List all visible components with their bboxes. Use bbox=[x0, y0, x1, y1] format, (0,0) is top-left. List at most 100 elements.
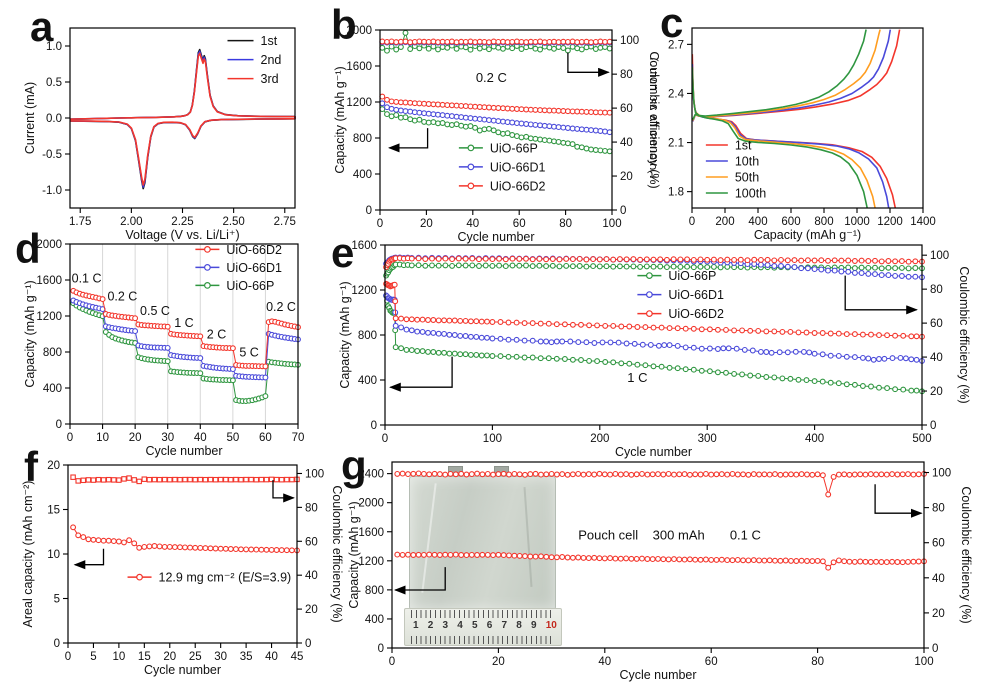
panel-b-series-uio-66d2-ce bbox=[379, 38, 613, 46]
svg-text:Cycle number: Cycle number bbox=[145, 444, 222, 458]
panel-b: 0 20 40 60 80 100 0 400 800 1200 1600 2000 0 20 40 60 80… bbox=[330, 0, 670, 250]
svg-text:40: 40 bbox=[265, 651, 278, 663]
svg-text:80: 80 bbox=[811, 656, 824, 668]
svg-text:0: 0 bbox=[389, 656, 395, 668]
panel-e-series-uio-66p-ce bbox=[383, 261, 925, 279]
svg-text:100: 100 bbox=[914, 656, 933, 668]
svg-text:0: 0 bbox=[305, 638, 311, 650]
svg-text:0.1 C: 0.1 C bbox=[730, 528, 761, 543]
panel-d-series-uio-66d1 bbox=[70, 297, 301, 381]
svg-text:45: 45 bbox=[291, 651, 304, 663]
svg-text:0.2 C: 0.2 C bbox=[266, 300, 296, 314]
svg-text:40: 40 bbox=[930, 352, 943, 364]
svg-text:1200: 1200 bbox=[36, 311, 62, 323]
svg-text:20: 20 bbox=[420, 218, 433, 230]
svg-text:20: 20 bbox=[932, 608, 945, 620]
svg-text:10th: 10th bbox=[735, 155, 759, 169]
panel-g: 0 20 40 60 80 100 0 400 800 1200 1600 2000 2400 0 20 40… bbox=[340, 450, 987, 699]
svg-text:Pouch cell: Pouch cell bbox=[578, 528, 638, 543]
svg-text:10: 10 bbox=[47, 549, 60, 561]
svg-text:0.0: 0.0 bbox=[46, 113, 62, 125]
svg-text:0: 0 bbox=[689, 216, 695, 228]
svg-text:50: 50 bbox=[226, 432, 239, 444]
pouch-body bbox=[409, 476, 556, 610]
svg-text:1200: 1200 bbox=[351, 285, 377, 297]
svg-text:200: 200 bbox=[715, 216, 734, 228]
svg-text:0.5 C: 0.5 C bbox=[140, 304, 170, 318]
svg-text:-0.5: -0.5 bbox=[42, 149, 62, 161]
svg-text:UiO-66D2: UiO-66D2 bbox=[490, 179, 546, 193]
ruler-number: 1 bbox=[413, 620, 419, 631]
svg-text:0.2 C: 0.2 C bbox=[476, 70, 507, 85]
svg-text:Potential (V vs. Li/Li⁺): Potential (V vs. Li/Li⁺) bbox=[650, 57, 659, 178]
panel-g-series-pouch-capacity bbox=[394, 551, 927, 571]
panel-e-series-uio-66d2-ce bbox=[383, 255, 925, 271]
panel-d-series-uio-66p bbox=[70, 300, 301, 405]
svg-text:UiO-66D1: UiO-66D1 bbox=[226, 261, 282, 275]
panel-a-chart: 1.75 2.00 2.25 2.50 2.75 -1.0 -0.5 0.0 0.5 1.0 Vol… bbox=[23, 27, 296, 242]
svg-text:5: 5 bbox=[54, 594, 60, 606]
svg-text:0: 0 bbox=[67, 432, 73, 444]
panel-b-series-uio-66d1-capacity bbox=[379, 100, 613, 136]
svg-text:0: 0 bbox=[930, 420, 936, 432]
svg-text:1.8: 1.8 bbox=[668, 187, 684, 199]
svg-text:2.7: 2.7 bbox=[668, 39, 684, 51]
svg-text:60: 60 bbox=[513, 218, 526, 230]
svg-text:Capacity (mAh g⁻¹): Capacity (mAh g⁻¹) bbox=[333, 66, 347, 173]
svg-text:30: 30 bbox=[214, 651, 227, 663]
svg-text:UiO-66P: UiO-66P bbox=[668, 269, 716, 283]
svg-text:2nd: 2nd bbox=[261, 53, 282, 67]
ruler-number: 9 bbox=[531, 620, 537, 631]
svg-text:UiO-66D1: UiO-66D1 bbox=[668, 288, 724, 302]
svg-text:Capacity (mAh g⁻¹): Capacity (mAh g⁻¹) bbox=[754, 228, 861, 242]
ruler-number: 10 bbox=[545, 620, 557, 631]
svg-text:2 C: 2 C bbox=[207, 328, 226, 342]
svg-text:1.75: 1.75 bbox=[69, 216, 91, 228]
svg-text:800: 800 bbox=[358, 330, 377, 342]
ruler-number: 6 bbox=[486, 620, 493, 631]
panel-e-series-uio-66d2-capacity bbox=[383, 280, 925, 340]
svg-text:0: 0 bbox=[56, 419, 62, 431]
svg-text:1200: 1200 bbox=[877, 216, 903, 228]
svg-text:Cycle number: Cycle number bbox=[619, 668, 696, 682]
svg-text:1st: 1st bbox=[735, 139, 752, 153]
panel-b-series-uio-66d2-capacity bbox=[379, 93, 613, 116]
ruler-numbers: 1 2 3 4 5 6 7 8 9 10 bbox=[413, 620, 557, 631]
panel-g-label: g bbox=[341, 442, 367, 489]
panel-a: 1.75 2.00 2.25 2.50 2.75 -1.0 -0.5 0.0 0.5 1.0 Vol… bbox=[10, 0, 330, 250]
svg-text:200: 200 bbox=[590, 433, 609, 445]
panel-d: 0 10 20 30 40 50 60 70 0 400 800 1200 1600 2000 Cycle … bbox=[8, 228, 330, 464]
svg-text:0: 0 bbox=[371, 420, 377, 432]
svg-text:1600: 1600 bbox=[358, 527, 384, 539]
svg-text:400: 400 bbox=[805, 433, 824, 445]
svg-text:20: 20 bbox=[492, 656, 505, 668]
svg-text:1200: 1200 bbox=[346, 97, 372, 109]
svg-text:30: 30 bbox=[161, 432, 174, 444]
svg-text:UiO-66D2: UiO-66D2 bbox=[226, 243, 282, 257]
svg-text:2000: 2000 bbox=[346, 25, 372, 37]
svg-text:80: 80 bbox=[305, 502, 318, 514]
svg-text:0: 0 bbox=[54, 638, 60, 650]
svg-text:60: 60 bbox=[620, 103, 633, 115]
ruler-number: 5 bbox=[472, 620, 478, 631]
svg-text:Areal capacity (mAh cm⁻²): Areal capacity (mAh cm⁻²) bbox=[21, 481, 35, 628]
svg-text:100: 100 bbox=[930, 250, 949, 262]
svg-text:20: 20 bbox=[930, 386, 943, 398]
svg-text:20: 20 bbox=[129, 432, 142, 444]
svg-text:400: 400 bbox=[43, 383, 62, 395]
svg-text:20: 20 bbox=[305, 604, 318, 616]
panel-f-series-coulombic-efficiency bbox=[70, 474, 300, 485]
svg-text:-1.0: -1.0 bbox=[42, 185, 62, 197]
svg-text:0: 0 bbox=[377, 218, 383, 230]
svg-text:Cycle number: Cycle number bbox=[144, 663, 221, 677]
svg-text:Cycle number: Cycle number bbox=[457, 230, 534, 244]
svg-text:600: 600 bbox=[781, 216, 800, 228]
svg-text:70: 70 bbox=[292, 432, 305, 444]
svg-text:80: 80 bbox=[930, 284, 943, 296]
svg-text:300 mAh: 300 mAh bbox=[653, 528, 705, 543]
panel-c: 0 200 400 600 800 1000 1200 1400 1.8 2.1 2.4 2.7 Cap… bbox=[650, 0, 987, 250]
svg-text:60: 60 bbox=[932, 538, 945, 550]
svg-text:0: 0 bbox=[620, 205, 626, 217]
svg-text:10: 10 bbox=[96, 432, 109, 444]
